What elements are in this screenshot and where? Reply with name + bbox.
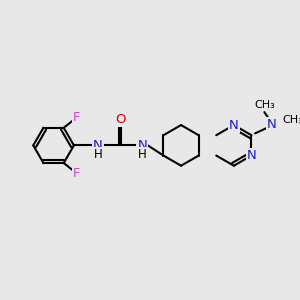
- Text: O: O: [115, 113, 125, 126]
- Text: CH₃: CH₃: [254, 100, 275, 110]
- Text: N: N: [93, 139, 103, 152]
- Text: N: N: [247, 149, 256, 162]
- Text: N: N: [137, 139, 147, 152]
- Text: H: H: [94, 148, 102, 161]
- Text: N: N: [229, 118, 239, 132]
- Text: CH₃: CH₃: [283, 115, 300, 124]
- Text: F: F: [73, 111, 80, 124]
- Text: F: F: [73, 167, 80, 180]
- Text: N: N: [267, 118, 277, 130]
- Text: H: H: [138, 148, 147, 161]
